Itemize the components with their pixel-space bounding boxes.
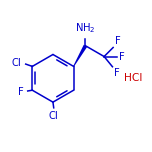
Polygon shape <box>73 45 87 67</box>
Text: F: F <box>18 87 24 97</box>
Text: HCl: HCl <box>124 73 142 83</box>
Text: NH$_2$: NH$_2$ <box>74 21 95 35</box>
Text: Cl: Cl <box>11 58 21 67</box>
Text: F: F <box>114 68 120 78</box>
Text: F: F <box>119 52 125 62</box>
Text: Cl: Cl <box>49 111 59 121</box>
Text: F: F <box>115 36 121 46</box>
